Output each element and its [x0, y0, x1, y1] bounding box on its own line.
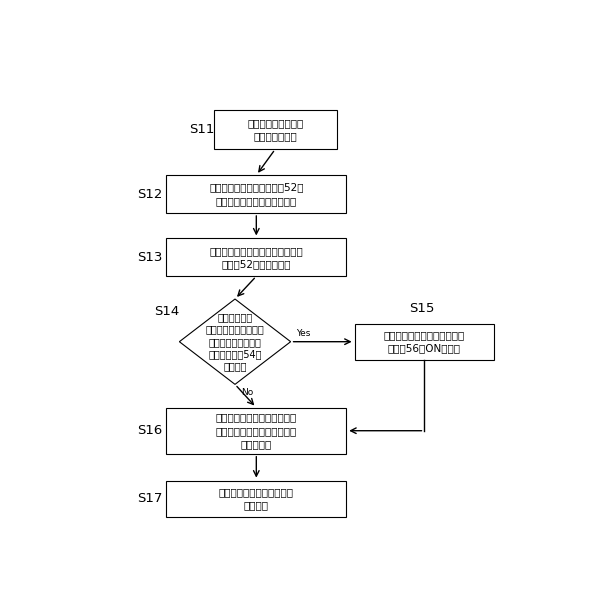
Text: S17: S17	[137, 492, 163, 505]
Bar	[214, 110, 337, 149]
Text: S11: S11	[189, 123, 214, 136]
Text: エンジン起動リレー設定値52を
与えられたリレー値で上書き: エンジン起動リレー設定値52を 与えられたリレー値で上書き	[209, 183, 304, 205]
Bar	[166, 480, 346, 516]
Text: No: No	[241, 388, 253, 397]
Text: エンジン起動リレー監視実行
フラグ56をONにする: エンジン起動リレー監視実行 フラグ56をONにする	[384, 330, 465, 353]
Text: リレー状態をエンジン起動リレー
設定値52の状態へ変更: リレー状態をエンジン起動リレー 設定値52の状態へ変更	[210, 246, 303, 269]
Bar	[354, 323, 494, 359]
Text: 通信部を呼び出し、サーバへ
エンジン起動リレー状態変更
完了を通知: 通信部を呼び出し、サーバへ エンジン起動リレー状態変更 完了を通知	[216, 413, 297, 449]
Text: エンジン起動
リレー制御指令値のリ
レー値が車種毎起動
可能リレー値54と
同一か？: エンジン起動 リレー制御指令値のリ レー値が車種毎起動 可能リレー値54と 同一…	[206, 312, 265, 371]
Text: Yes: Yes	[296, 329, 311, 338]
Text: S13: S13	[137, 251, 163, 264]
Text: S14: S14	[154, 305, 179, 318]
Text: S12: S12	[137, 187, 163, 201]
Bar	[166, 175, 346, 213]
Text: エンジン起動リレー制御部
処理終了: エンジン起動リレー制御部 処理終了	[219, 487, 294, 510]
Bar	[166, 238, 346, 276]
Text: S15: S15	[409, 302, 435, 315]
Polygon shape	[180, 299, 291, 385]
Text: エンジン起動リレー
制御部処理開始: エンジン起動リレー 制御部処理開始	[247, 118, 304, 141]
Text: S16: S16	[137, 424, 163, 437]
Bar	[166, 408, 346, 454]
